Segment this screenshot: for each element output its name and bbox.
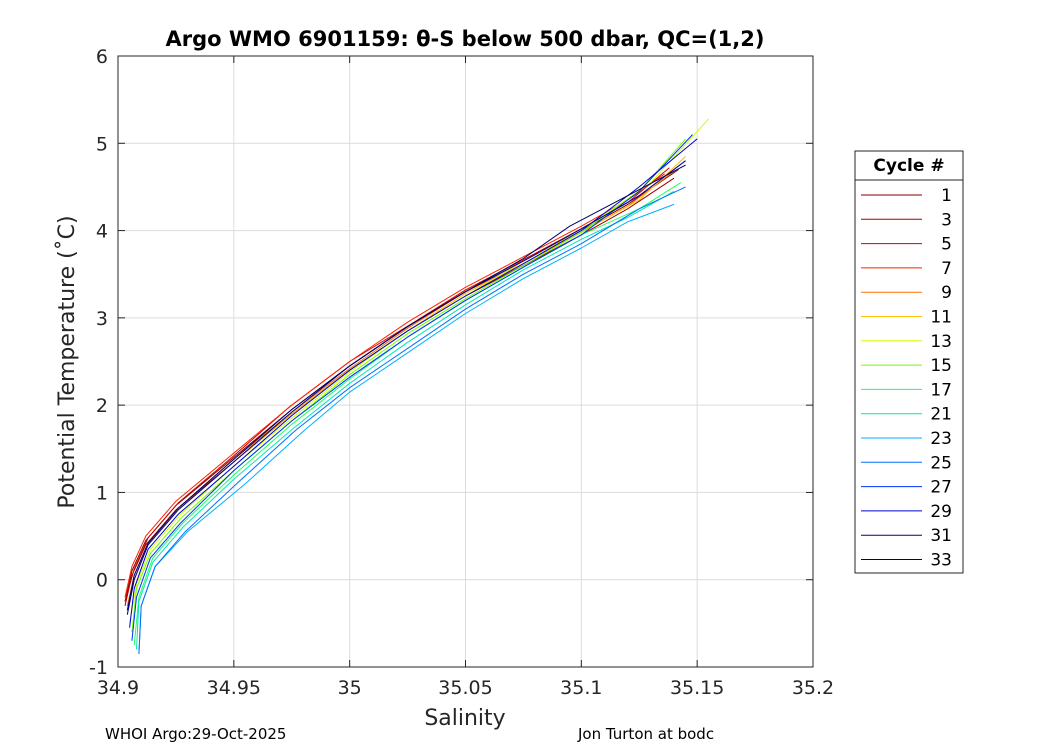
legend-label-cycle-31: 31 (930, 526, 952, 546)
legend-label-cycle-7: 7 (941, 259, 952, 279)
y-tick-label: 4 (96, 221, 108, 243)
legend-label-cycle-25: 25 (930, 453, 952, 473)
series-line-cycle-15 (131, 138, 686, 633)
x-tick-label: 35.15 (670, 677, 724, 699)
series-line-cycle-29 (129, 138, 698, 628)
series-line-cycle-33 (126, 164, 686, 611)
legend-label-cycle-15: 15 (930, 356, 952, 376)
y-tick-label: 5 (96, 133, 108, 155)
legend-label-cycle-5: 5 (941, 235, 952, 255)
x-tick-label: 34.9 (97, 677, 139, 699)
series-line-cycle-27 (131, 134, 693, 641)
legend-label-cycle-27: 27 (930, 478, 952, 498)
legend-label-cycle-11: 11 (930, 308, 952, 328)
footer-right: Jon Turton at bodc (578, 725, 715, 743)
y-axis-label: Potential Temperature (˚C) (55, 215, 80, 508)
x-tick-label: 35 (338, 677, 362, 699)
legend-box (854, 150, 964, 574)
y-tick-label: 2 (96, 395, 108, 417)
y-tick-label: 6 (96, 46, 108, 68)
series-line-cycle-25 (138, 186, 686, 654)
x-tick-label: 34.95 (207, 677, 261, 699)
y-tick-label: 0 (96, 570, 108, 592)
y-tick-label: 1 (96, 482, 108, 504)
axis-ticks: 34.9 34.95 35 35.05 35.1 35.15 35.2 -1 0 1 2 3 4 5 6 (89, 46, 834, 699)
legend-label-cycle-23: 23 (930, 429, 952, 449)
x-tick-label: 35.05 (438, 677, 492, 699)
legend-label-cycle-17: 17 (930, 380, 952, 400)
legend-label-cycle-29: 29 (930, 502, 952, 522)
legend-label-cycle-21: 21 (930, 405, 952, 425)
legend-label-cycle-33: 33 (930, 551, 952, 571)
legend-label-cycle-3: 3 (941, 210, 952, 230)
series-lines (124, 118, 710, 654)
x-tick-label: 35.1 (560, 677, 602, 699)
series-line-cycle-21 (136, 190, 675, 650)
y-tick-label: 3 (96, 308, 108, 330)
legend-label-cycle-1: 1 (941, 186, 952, 206)
legend-title: Cycle # (873, 156, 944, 176)
footer-left: WHOI Argo:29-Oct-2025 (105, 725, 287, 743)
chart-title: Argo WMO 6901159: θ-S below 500 dbar, QC… (166, 27, 765, 51)
legend-label-cycle-9: 9 (941, 283, 952, 303)
legend-label-cycle-13: 13 (930, 332, 952, 352)
series-line-cycle-7 (124, 173, 665, 598)
x-axis-label: Salinity (424, 706, 505, 731)
x-tick-label: 35.2 (792, 677, 834, 699)
y-tick-label: -1 (89, 657, 108, 679)
